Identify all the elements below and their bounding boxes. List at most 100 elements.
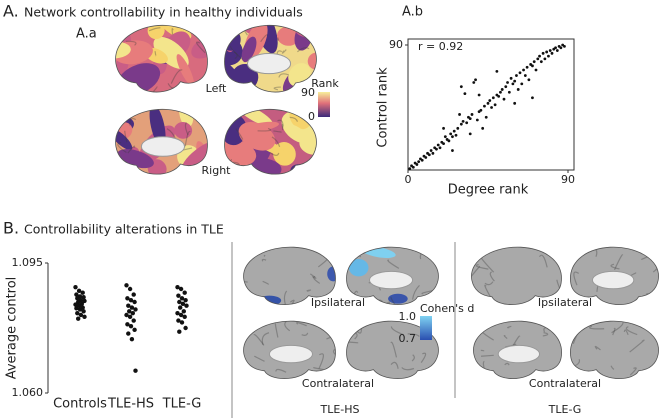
point xyxy=(411,165,415,169)
gyrus xyxy=(440,269,442,282)
hemisphere-label: Right xyxy=(202,164,232,177)
gyrus xyxy=(124,130,128,143)
point xyxy=(554,46,557,50)
point xyxy=(129,305,135,310)
brain-surface xyxy=(346,321,439,379)
gyrus xyxy=(411,354,415,362)
point xyxy=(133,307,138,312)
gyrus xyxy=(504,362,510,366)
gyrus xyxy=(589,325,605,330)
gyrus xyxy=(507,325,512,329)
point xyxy=(541,51,545,55)
gyrus xyxy=(489,271,495,282)
point xyxy=(76,316,81,321)
x-tick-label: TLE-HS xyxy=(107,397,154,412)
gyrus xyxy=(188,89,194,93)
point xyxy=(82,314,87,320)
brain-patch xyxy=(238,121,276,151)
point xyxy=(491,96,495,100)
gyrus xyxy=(157,94,161,104)
point xyxy=(183,325,188,331)
brain-patch xyxy=(115,41,131,59)
point xyxy=(74,306,79,311)
point xyxy=(75,296,80,301)
brain-patch xyxy=(327,266,336,282)
gyrus xyxy=(572,323,581,328)
point xyxy=(452,129,456,133)
gyrus xyxy=(293,88,297,93)
point xyxy=(176,293,181,298)
point xyxy=(127,309,132,314)
gyrus xyxy=(253,334,265,346)
gyrus xyxy=(630,272,637,277)
point xyxy=(563,44,566,48)
point xyxy=(131,292,136,297)
gyrus xyxy=(401,367,415,371)
gyrus xyxy=(229,45,244,60)
point xyxy=(131,318,136,323)
panel-letter: A. xyxy=(3,2,19,21)
brain-outline xyxy=(346,320,439,379)
gyrus xyxy=(600,305,602,308)
brain-outline xyxy=(243,320,336,379)
point xyxy=(178,286,184,292)
gyrus xyxy=(148,27,161,32)
point xyxy=(133,368,138,373)
point xyxy=(126,331,131,336)
point xyxy=(538,54,541,58)
gyrus xyxy=(471,295,474,300)
gyrus xyxy=(390,361,399,369)
point xyxy=(548,49,552,52)
brain-patch xyxy=(115,169,131,175)
brain-patch xyxy=(115,128,133,150)
point xyxy=(486,101,490,105)
brain-outline xyxy=(346,246,439,305)
gyrus xyxy=(387,259,400,269)
subpanel-label: A.a xyxy=(76,27,97,42)
point xyxy=(513,101,517,105)
gyrus xyxy=(123,88,135,93)
point xyxy=(468,117,472,121)
point xyxy=(74,292,79,297)
point xyxy=(495,69,499,73)
point xyxy=(184,303,189,308)
point xyxy=(132,299,137,305)
point xyxy=(77,307,83,312)
gyrus xyxy=(390,326,404,336)
brain-outline xyxy=(115,24,208,93)
gyrus xyxy=(204,125,208,131)
gyrus xyxy=(117,142,127,154)
point xyxy=(129,336,135,342)
point xyxy=(516,88,520,91)
point xyxy=(474,78,477,82)
point xyxy=(179,296,185,301)
point xyxy=(125,296,130,301)
gyrus xyxy=(203,109,208,125)
point xyxy=(124,312,129,318)
point xyxy=(483,104,486,108)
gyrus xyxy=(411,247,418,248)
point xyxy=(76,288,82,294)
point xyxy=(493,103,497,107)
gyrus xyxy=(471,265,481,282)
point xyxy=(550,51,554,55)
point xyxy=(182,290,187,295)
brain-outline xyxy=(570,320,659,379)
x-tick-label: TLE-G xyxy=(162,397,202,412)
view-label: Ipsilateral xyxy=(311,296,365,309)
gyrus xyxy=(119,25,130,28)
gyrus xyxy=(650,298,659,302)
gyrus xyxy=(309,273,317,279)
gyrus xyxy=(480,354,494,357)
gyrus xyxy=(611,322,624,334)
brain xyxy=(224,109,317,175)
gyrus xyxy=(253,355,265,362)
point xyxy=(447,139,451,143)
gyrus xyxy=(154,51,157,57)
gyrus xyxy=(101,117,114,123)
gyrus xyxy=(390,341,398,358)
point xyxy=(82,298,87,304)
point xyxy=(183,297,188,303)
x-tick-label: Controls xyxy=(53,397,107,412)
